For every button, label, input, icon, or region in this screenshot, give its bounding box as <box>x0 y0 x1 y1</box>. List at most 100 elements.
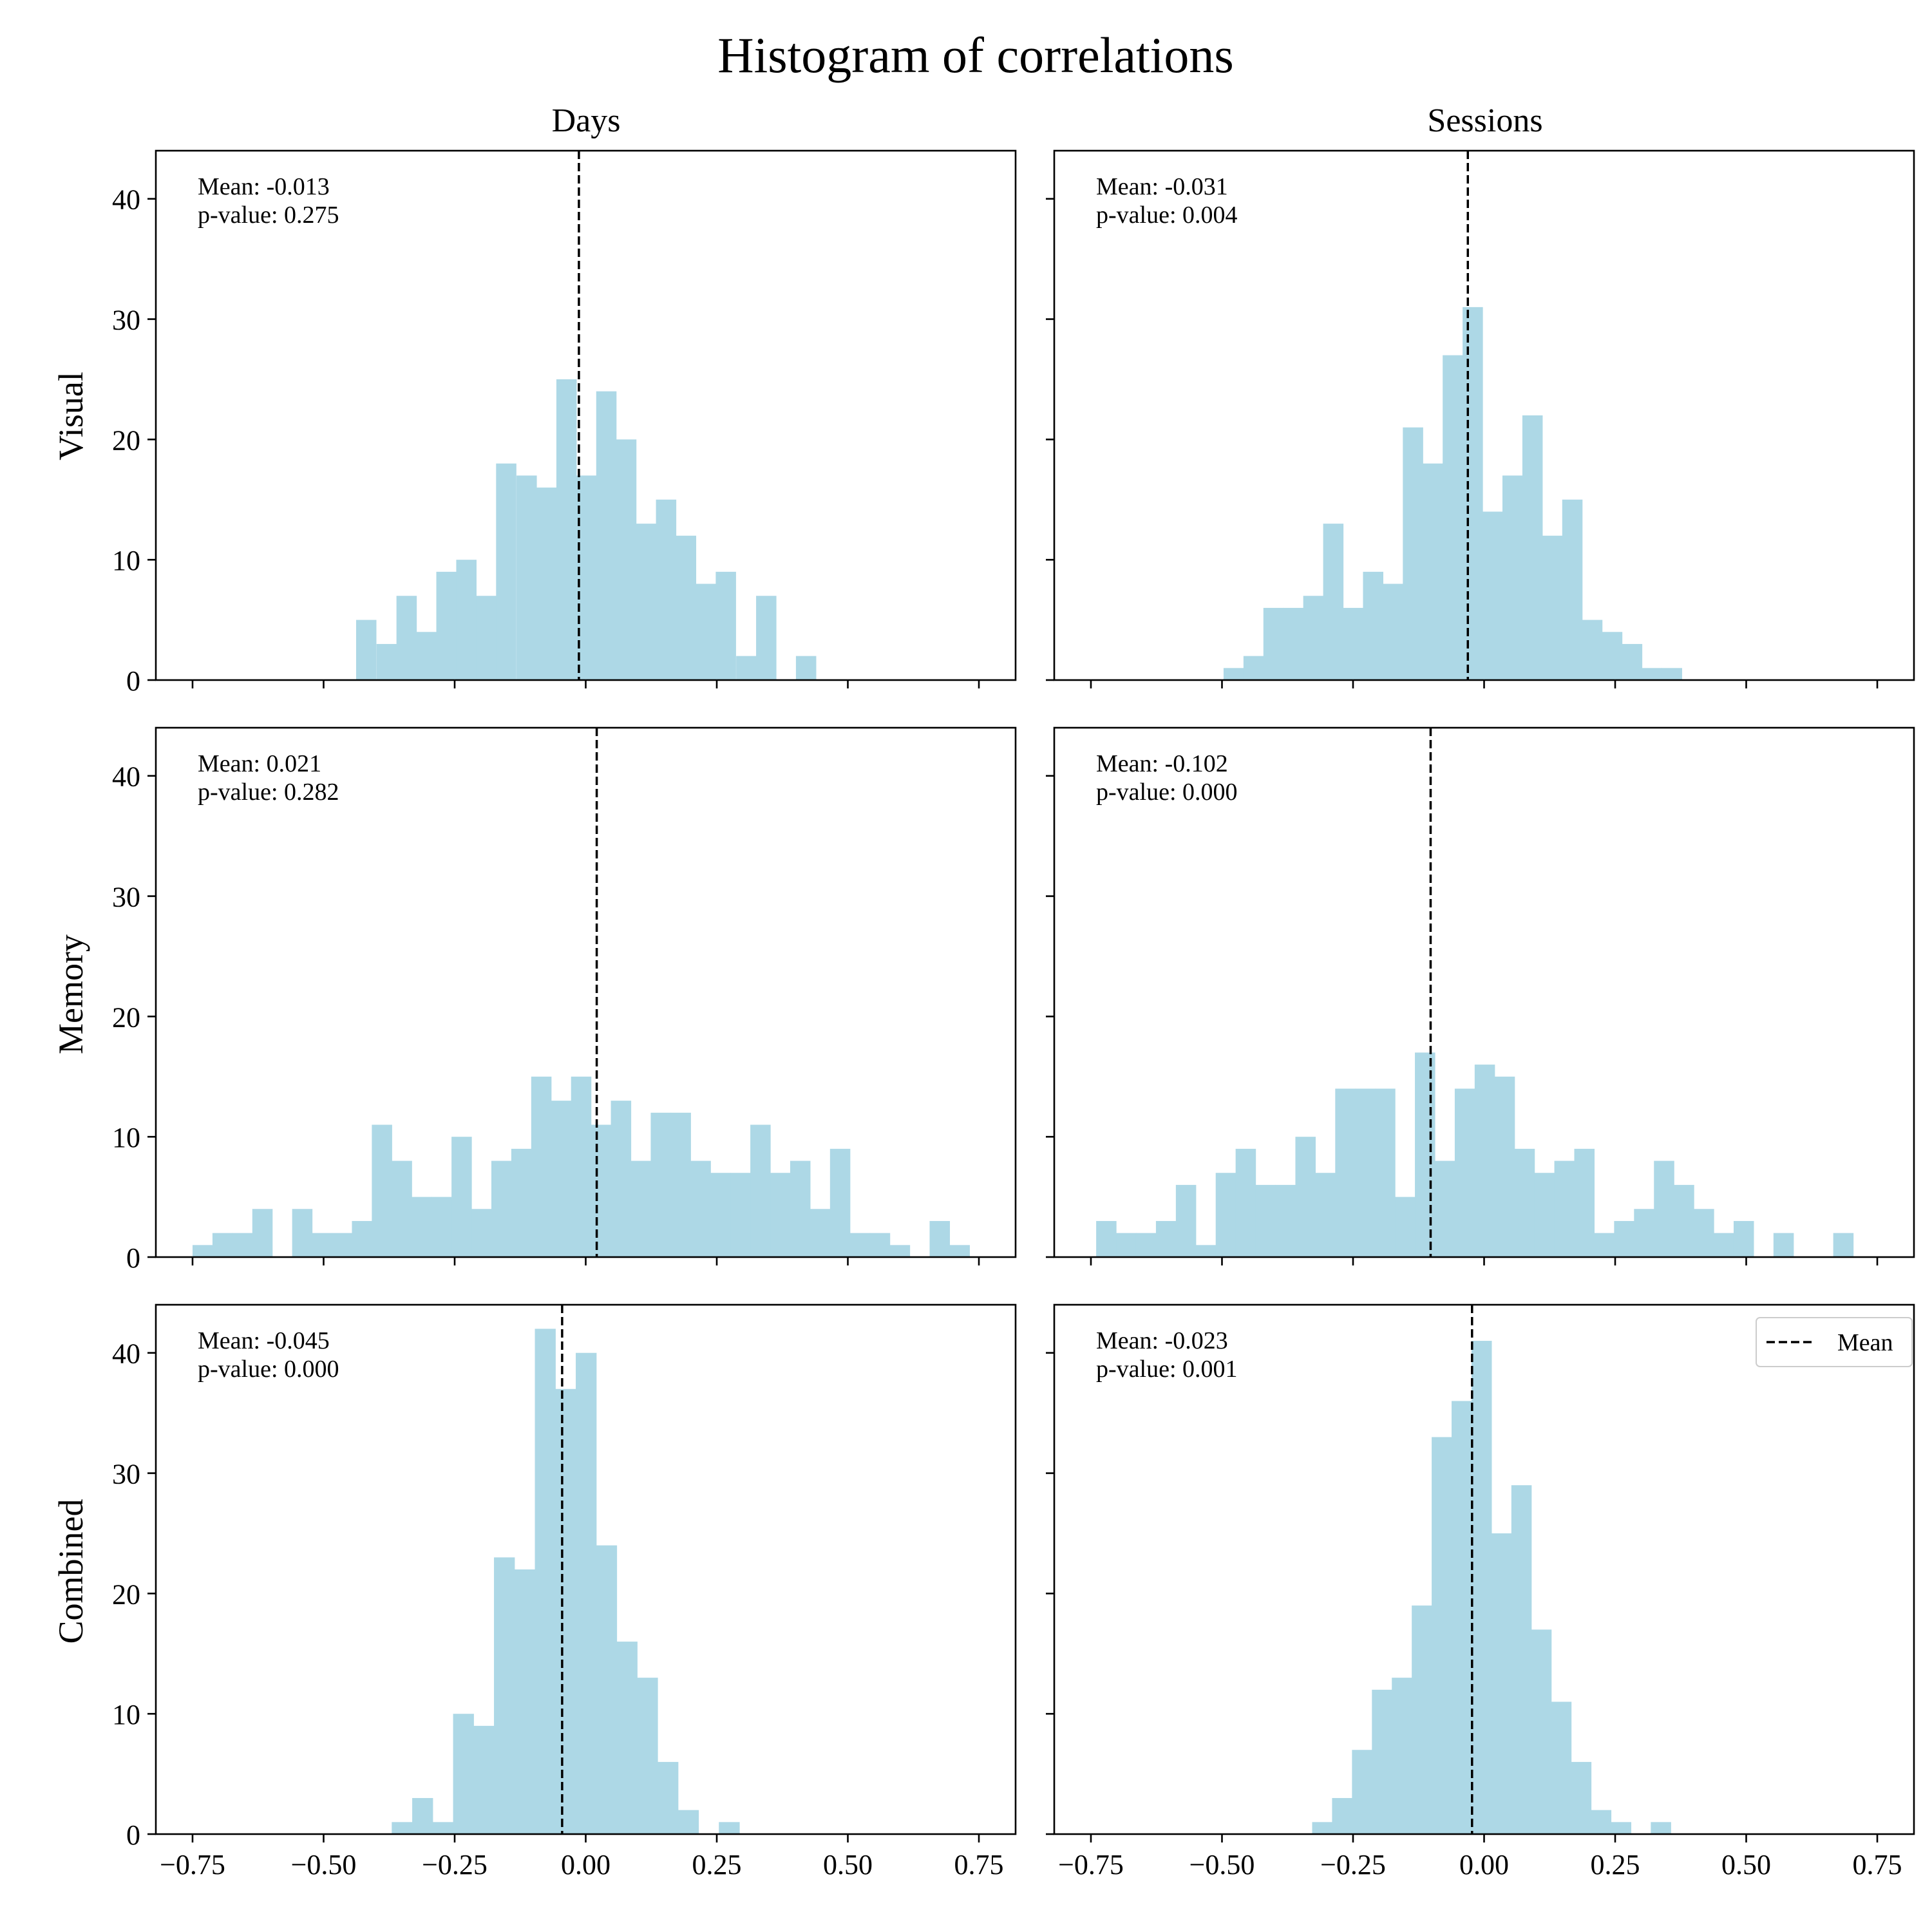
histogram-bar <box>1582 620 1603 680</box>
column-title-sessions: Sessions <box>1427 102 1542 139</box>
mean-annotation: Mean: -0.102 <box>1096 750 1228 777</box>
histogram-bar <box>1733 1220 1754 1257</box>
y-tick-label: 30 <box>112 1459 140 1490</box>
x-tick-label: −0.25 <box>1320 1849 1386 1880</box>
histogram-bar <box>571 1076 592 1257</box>
histogram-bar <box>869 1233 891 1257</box>
mean-annotation: Mean: 0.021 <box>198 750 321 777</box>
histogram-bar <box>829 1148 851 1257</box>
histogram-bar <box>1474 1065 1495 1257</box>
histogram-bar <box>531 1076 552 1257</box>
histogram-bar <box>810 1209 831 1257</box>
histogram-bar <box>355 620 377 680</box>
histogram-bar <box>1674 1184 1694 1257</box>
histogram-bar <box>795 656 817 680</box>
histogram-bar <box>756 596 777 680</box>
histogram-bar <box>790 1160 811 1257</box>
histogram-bar <box>696 583 716 680</box>
y-tick-label: 10 <box>112 1122 140 1153</box>
histogram-bar <box>719 1822 740 1834</box>
histogram-bar <box>292 1209 313 1257</box>
y-tick-label: 20 <box>112 1578 140 1610</box>
y-tick-label: 0 <box>126 665 140 697</box>
histogram-bar <box>677 1810 699 1834</box>
histogram-bar <box>1534 1173 1555 1257</box>
histogram-bar <box>1714 1233 1734 1257</box>
p-value-annotation: p-value: 0.275 <box>198 202 339 229</box>
histogram-bar <box>1235 1148 1256 1257</box>
y-tick-label: 10 <box>112 1699 140 1730</box>
histogram-bar <box>1343 607 1364 680</box>
histogram-bar <box>630 1160 652 1257</box>
x-tick-label: 0.75 <box>954 1849 1004 1880</box>
histogram-bar <box>453 1714 474 1834</box>
histogram-bar <box>1372 1689 1392 1834</box>
y-tick-label: 30 <box>112 305 140 336</box>
histogram-bar <box>1614 1220 1634 1257</box>
y-tick-label: 40 <box>112 1338 140 1370</box>
histogram-bar <box>1215 1173 1236 1257</box>
legend-box <box>1756 1317 1913 1367</box>
x-tick-label: −0.75 <box>1058 1849 1124 1880</box>
histogram-bar <box>676 535 697 680</box>
legend-label: Mean <box>1837 1329 1893 1356</box>
histogram-bar <box>416 632 437 680</box>
histogram-bar <box>1602 632 1623 680</box>
histogram-bar <box>1511 1485 1532 1834</box>
histogram-bar <box>1395 1197 1416 1257</box>
histogram-bar <box>1352 1750 1372 1834</box>
histogram-bar <box>431 1197 452 1257</box>
histogram-bar <box>473 1725 495 1834</box>
histogram-bar <box>1452 1401 1472 1834</box>
histogram-bar <box>1463 307 1483 680</box>
histogram-bar <box>232 1233 253 1257</box>
x-tick-label: 0.00 <box>561 1849 611 1880</box>
histogram-bar <box>352 1220 372 1257</box>
row-label-memory: Memory <box>52 934 90 1054</box>
p-value-annotation: p-value: 0.000 <box>1096 779 1238 806</box>
histogram-bar <box>750 1124 771 1257</box>
histogram-bar <box>1303 596 1324 680</box>
histogram-bar <box>1255 1184 1276 1257</box>
mean-annotation: Mean: -0.045 <box>198 1327 330 1354</box>
histogram-bar <box>516 475 537 680</box>
histogram-bar <box>556 379 577 680</box>
histogram-bar <box>1096 1220 1117 1257</box>
histogram-bar <box>376 643 397 680</box>
histogram-bar <box>1392 1678 1412 1834</box>
histogram-bar <box>476 596 497 680</box>
histogram-bar <box>432 1822 454 1834</box>
p-value-annotation: p-value: 0.001 <box>1096 1356 1238 1383</box>
histogram-bar <box>1283 607 1304 680</box>
histogram-bar <box>889 1245 911 1257</box>
mean-annotation: Mean: -0.013 <box>198 173 330 200</box>
histogram-bar <box>1471 1341 1492 1834</box>
histogram-bar <box>332 1233 353 1257</box>
histogram-bar <box>616 439 637 680</box>
histogram-bar <box>1554 1160 1575 1257</box>
histogram-bar <box>451 1137 472 1257</box>
mean-annotation: Mean: -0.031 <box>1096 173 1228 200</box>
y-tick-label: 30 <box>112 882 140 913</box>
histogram-bar <box>392 1160 412 1257</box>
histogram-bar <box>1175 1184 1197 1257</box>
histogram-bar <box>1375 1088 1396 1257</box>
x-tick-label: 0.25 <box>1591 1849 1640 1880</box>
histogram-bar <box>636 524 657 680</box>
mean-annotation: Mean: -0.023 <box>1096 1327 1228 1354</box>
histogram-bar <box>730 1173 751 1257</box>
histogram-bar <box>1591 1810 1612 1834</box>
histogram-bar <box>1315 1173 1336 1257</box>
histogram-bar <box>1773 1233 1794 1257</box>
histogram-bar <box>1403 427 1423 680</box>
histogram-bar <box>212 1233 233 1257</box>
histogram-bar <box>551 1101 572 1257</box>
histogram-bar <box>736 656 757 680</box>
histogram-bar <box>491 1160 512 1257</box>
x-tick-label: 0.25 <box>692 1849 742 1880</box>
p-value-annotation: p-value: 0.282 <box>198 779 339 806</box>
histogram-bar <box>1491 1533 1512 1834</box>
column-title-days: Days <box>552 102 621 139</box>
